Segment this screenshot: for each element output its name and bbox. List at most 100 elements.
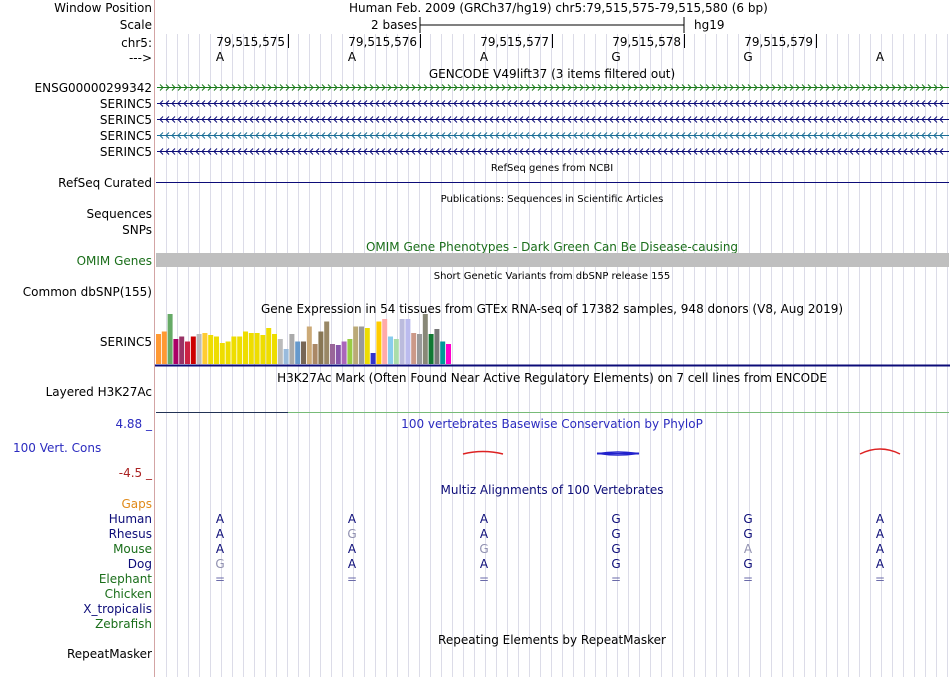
alignment-base: A	[479, 527, 489, 541]
multiz-track-title: Multiz Alignments of 100 Vertebrates	[440, 483, 664, 497]
multiz-species-elephant[interactable]: Elephant	[98, 572, 152, 586]
phylop-min-label: -4.5 _	[118, 466, 152, 480]
omim-track-title: OMIM Gene Phenotypes - Dark Green Can Be…	[365, 240, 739, 254]
refseq-gene-line[interactable]	[156, 182, 949, 183]
phylop-track-label[interactable]: 100 Vert. Cons	[13, 441, 102, 455]
multiz-gaps-label[interactable]: Gaps	[121, 497, 152, 511]
gencode-gene-line	[157, 84, 949, 91]
multiz-species-mouse[interactable]: Mouse	[113, 542, 152, 556]
alignment-base: G	[611, 512, 621, 526]
gtex-tissue-bar	[405, 319, 411, 364]
ruler-tick	[552, 34, 553, 48]
multiz-species-human[interactable]: Human	[108, 512, 152, 526]
multiz-species-chicken[interactable]: Chicken	[104, 587, 152, 601]
multiz-species-dog[interactable]: Dog	[127, 557, 152, 571]
gencode-item-label-3[interactable]: SERINC5	[99, 129, 152, 143]
h3k27ac-baseline	[156, 412, 949, 413]
publications-snps-label[interactable]: SNPs	[122, 223, 152, 237]
window-position-label: Window Position	[54, 1, 152, 15]
gtex-tissue-bar	[359, 326, 364, 364]
gencode-item-label-1[interactable]: SERINC5	[99, 97, 152, 111]
gtex-tissue-bar	[289, 334, 295, 364]
phylop-dip-2	[597, 452, 639, 455]
gtex-tissue-bar	[283, 349, 289, 364]
strand-label: --->	[128, 51, 152, 65]
gencode-item-label-0[interactable]: ENSG00000299342	[34, 81, 152, 95]
reference-base: A	[479, 50, 489, 64]
gtex-tissue-bar	[422, 314, 428, 364]
publications-track-title: Publications: Sequences in Scientific Ar…	[440, 194, 664, 205]
gtex-tissue-bar	[225, 341, 231, 364]
scale-bar	[419, 17, 685, 33]
gtex-tissue-bar	[341, 341, 347, 364]
ruler-tick	[684, 34, 685, 48]
omim-track-label[interactable]: OMIM Genes	[76, 254, 152, 268]
gtex-tissue-bar	[382, 319, 388, 364]
omim-gene-block[interactable]	[156, 253, 949, 267]
scale-value: 2 bases	[371, 18, 418, 32]
gtex-tissue-bar	[179, 336, 185, 364]
gtex-tissue-bar	[399, 319, 405, 364]
alignment-base: A	[347, 512, 357, 526]
phylop-wiggle[interactable]	[155, 440, 950, 464]
alignment-base: G	[743, 557, 753, 571]
gtex-tissue-bar	[260, 335, 266, 364]
phylop-peak-1	[462, 450, 504, 455]
gtex-bar-chart[interactable]	[155, 314, 950, 368]
alignment-base: A	[479, 557, 489, 571]
gencode-gene-line	[157, 132, 949, 139]
gtex-tissue-bar	[272, 334, 277, 364]
phylop-dip-2-shape	[596, 451, 640, 456]
dbsnp-track-title: Short Genetic Variants from dbSNP releas…	[433, 271, 671, 282]
alignment-base: =	[214, 572, 226, 586]
repeatmasker-track-label[interactable]: RepeatMasker	[66, 647, 152, 661]
gtex-tissue-bar	[364, 328, 370, 364]
alignment-base: A	[215, 527, 225, 541]
refseq-track-label[interactable]: RefSeq Curated	[58, 176, 152, 190]
dbsnp-track-label[interactable]: Common dbSNP(155)	[22, 285, 152, 299]
gtex-track-title: Gene Expression in 54 tissues from GTEx …	[260, 302, 844, 316]
alignment-base: =	[610, 572, 622, 586]
gtex-tissue-bar	[173, 339, 179, 364]
gtex-tissue-bar	[434, 329, 440, 364]
gtex-tissue-bar	[318, 331, 324, 364]
alignment-base: A	[215, 512, 225, 526]
gtex-tissue-bar	[161, 331, 167, 364]
h3k27ac-baseline-segment	[156, 412, 288, 413]
alignment-base: G	[347, 527, 357, 541]
gtex-tissue-bar	[324, 321, 330, 364]
multiz-species-rhesus[interactable]: Rhesus	[108, 527, 152, 541]
alignment-base: A	[875, 512, 885, 526]
gtex-tissue-bar	[196, 334, 202, 364]
reference-base: G	[611, 50, 621, 64]
alignment-base: G	[479, 542, 489, 556]
ruler-position: 79,515,578	[612, 35, 681, 49]
alignment-base: A	[875, 527, 885, 541]
repeatmasker-track-title: Repeating Elements by RepeatMasker	[438, 633, 666, 647]
alignment-base: G	[743, 527, 753, 541]
window-position-value: Human Feb. 2009 (GRCh37/hg19) chr5:79,51…	[349, 1, 768, 15]
publications-sequences-label[interactable]: Sequences	[86, 207, 152, 221]
ruler-position: 79,515,576	[348, 35, 417, 49]
alignment-base: =	[478, 572, 490, 586]
multiz-species-zebrafish[interactable]: Zebrafish	[95, 617, 152, 631]
gencode-item-label-2[interactable]: SERINC5	[99, 113, 152, 127]
gtex-tissue-bar	[370, 353, 376, 364]
chrom-label: chr5:	[121, 36, 152, 50]
ruler-tick	[420, 34, 421, 48]
gtex-tissue-bar	[243, 331, 248, 364]
gtex-track-label[interactable]: SERINC5	[99, 335, 152, 349]
reference-base: A	[347, 50, 357, 64]
refseq-track-title: RefSeq genes from NCBI	[490, 163, 614, 174]
gencode-item-label-4[interactable]: SERINC5	[99, 145, 152, 159]
h3k27ac-track-label[interactable]: Layered H3K27Ac	[45, 385, 152, 399]
gtex-tissue-bar	[428, 334, 434, 364]
gtex-tissue-bar	[185, 341, 190, 364]
gtex-tissue-bar	[277, 339, 283, 364]
gtex-tissue-bar	[208, 335, 214, 364]
alignment-base: G	[611, 542, 621, 556]
multiz-species-x-tropicalis[interactable]: X_tropicalis	[83, 602, 152, 616]
alignment-base: G	[611, 557, 621, 571]
gtex-tissue-bar	[393, 339, 399, 364]
